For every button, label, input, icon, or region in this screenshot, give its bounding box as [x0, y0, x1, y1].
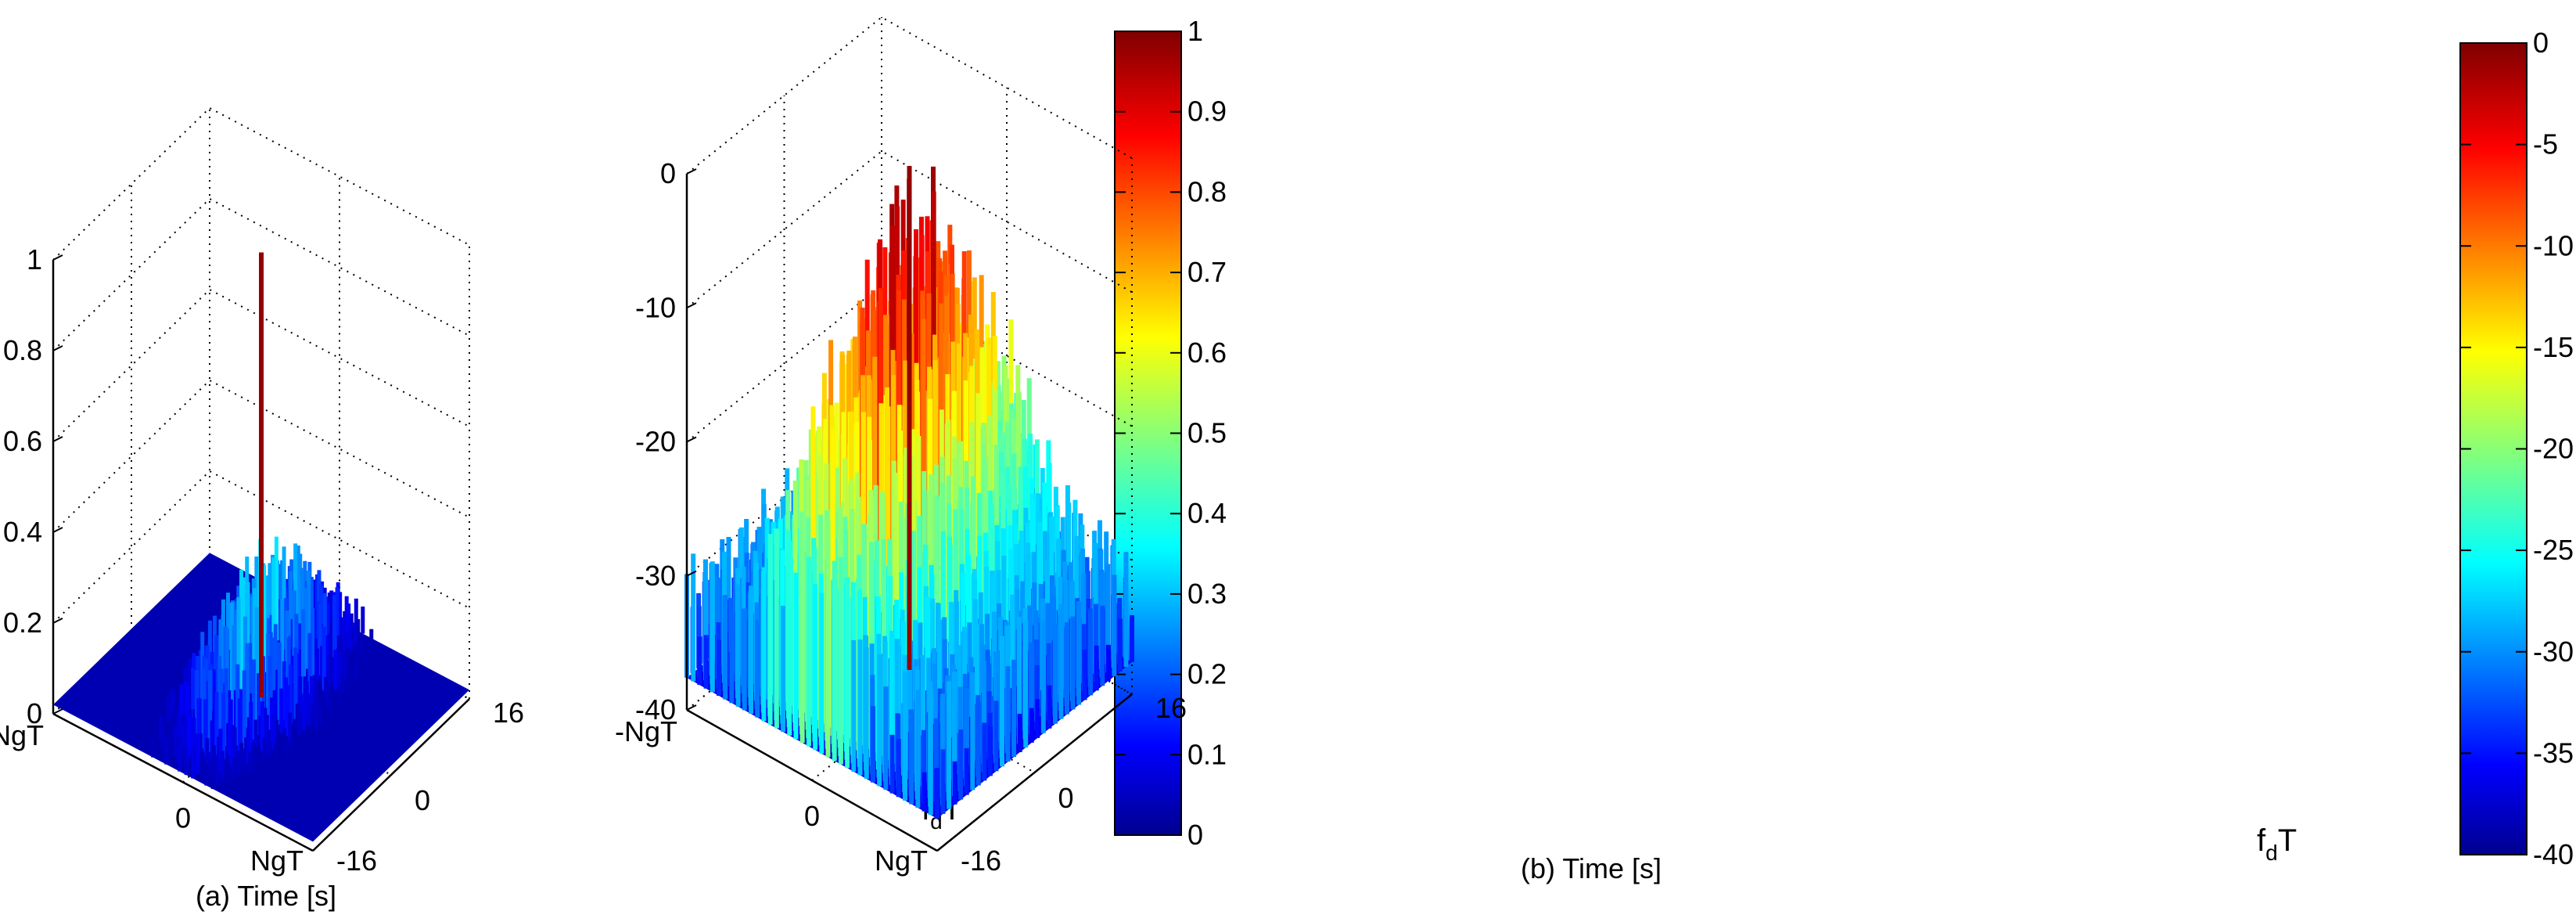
z-tick-label: -40 — [635, 693, 676, 726]
colorbar-tick-label: -35 — [2533, 737, 2574, 769]
panel-b-doppler-axis-label: fdT — [2257, 823, 2297, 865]
z-tick-label: -20 — [635, 426, 676, 458]
z-gridline — [686, 16, 1133, 175]
colorbar-tick-label: 0.9 — [1187, 95, 1227, 128]
colorbar-tick-label: 0 — [2533, 27, 2549, 59]
fdT-tick-label: -16 — [961, 845, 1001, 877]
fdT-tick-label: 16 — [493, 697, 524, 729]
colorbar-tick-label: 0.8 — [1187, 175, 1227, 207]
panel-a-time-axis-label: (a) Time [s] — [196, 880, 336, 912]
time-tick-label: NgT — [250, 845, 304, 877]
z-tick-label: 0.6 — [3, 425, 42, 457]
z-tick-label: 1 — [27, 243, 42, 276]
panel-b-surface — [684, 166, 1134, 819]
colorbar-tick-label: 0.5 — [1187, 417, 1227, 449]
time-tick-label: 0 — [175, 802, 191, 834]
time-axis — [686, 708, 938, 852]
z-tick-label: -10 — [635, 291, 676, 323]
panel-a-colorbar — [1114, 31, 1182, 836]
fdT-axis — [936, 693, 1133, 852]
colorbar-tick-label: 0.6 — [1187, 337, 1227, 369]
colorbar-tick-label: -15 — [2533, 331, 2574, 363]
colorbar-tick-label: 1 — [1187, 15, 1203, 47]
time-tick-label: -NgT — [0, 719, 44, 751]
time-tick-label: NgT — [875, 845, 928, 877]
time-tick-label: 0 — [804, 800, 820, 832]
z-tick-label: -30 — [635, 560, 676, 592]
colorbar-tick-label: 0.2 — [1187, 658, 1227, 690]
colorbar-tick-label: 0.3 — [1187, 578, 1227, 610]
panel-b-colorbar-ticks: -40 -35 -30 -25 -20 -15 -10 -5 0 — [2460, 27, 2574, 870]
fdT-tick-label: -16 — [336, 845, 377, 877]
colorbar-tick-label: -10 — [2533, 229, 2574, 261]
colorbar-tick-label: -40 — [2533, 838, 2574, 870]
panel-a-colorbar-ticks: 0 0.1 0.2 0.3 0.4 0.5 0.6 0.7 0.8 0.9 1 — [1115, 15, 1227, 851]
colorbar-tick-label: 0.7 — [1187, 256, 1227, 288]
colorbar-tick-label: -20 — [2533, 433, 2574, 465]
fdT-tick-label: 0 — [1058, 782, 1074, 814]
colorbar-tick-label: -30 — [2533, 636, 2574, 668]
z-tick-label: 0.8 — [3, 334, 42, 366]
panel-b-tick-labels: -40 -30 -20 -10 0 -NgT 0 NgT -16 0 16 — [615, 157, 1187, 877]
fdT-tick-label: 16 — [1155, 692, 1187, 724]
panel-b-time-axis-label: (b) Time [s] — [1521, 852, 1662, 884]
colorbar-tick-label: 0.1 — [1187, 738, 1227, 770]
colorbar-tick-label: -25 — [2533, 534, 2574, 566]
time-tick-label: -NgT — [615, 715, 677, 747]
panel-a-axes — [52, 260, 470, 852]
fdT-axis — [312, 698, 470, 852]
z-tick-label: 0.2 — [3, 607, 42, 639]
z-gridline — [52, 106, 470, 261]
fdT-tick-label: 0 — [415, 784, 430, 816]
colorbar-tick-label: 0.4 — [1187, 497, 1227, 529]
panel-b-surface-plot: -40 -30 -20 -10 0 -NgT 0 NgT -16 0 16 (b) Time [s]… — [615, 16, 2574, 884]
z-tick-label: 0 — [27, 697, 42, 729]
panel-a-surface — [53, 252, 469, 842]
z-tick-label: 0 — [660, 157, 676, 189]
z-tick-label: 0.4 — [3, 516, 42, 548]
colorbar-tick-label: -5 — [2533, 128, 2558, 160]
colorbar-tick-label: 0 — [1187, 819, 1203, 851]
time-axis — [52, 712, 314, 852]
panel-b-colorbar — [2459, 42, 2527, 855]
